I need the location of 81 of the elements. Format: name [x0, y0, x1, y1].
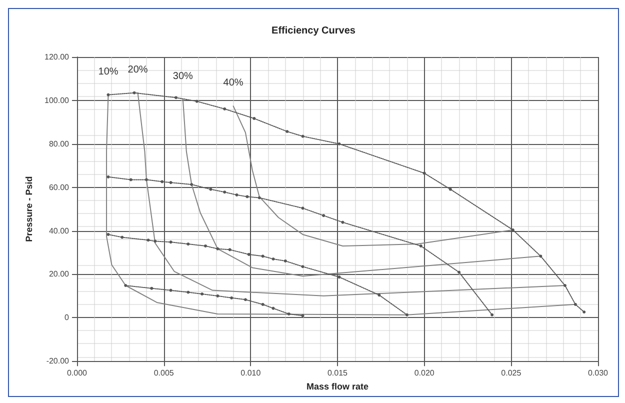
point — [190, 183, 194, 186]
point — [574, 302, 577, 306]
x-tick-label: 0.025 — [501, 368, 522, 378]
point — [301, 134, 304, 138]
point — [204, 244, 208, 248]
point — [216, 294, 220, 298]
x-axis-title: Mass flow rate — [306, 382, 369, 392]
text: 30% — [172, 71, 194, 82]
y-tick-label: 100.00 — [44, 96, 70, 105]
point — [258, 196, 261, 200]
point — [132, 91, 136, 94]
point — [106, 232, 110, 236]
point — [458, 270, 461, 274]
point — [169, 240, 172, 244]
point — [160, 180, 164, 184]
line-series — [182, 99, 542, 277]
point — [286, 130, 289, 134]
point — [106, 93, 110, 96]
chart-title: Efficiency Curves — [272, 26, 356, 36]
point — [150, 286, 154, 290]
point — [252, 116, 256, 120]
point — [244, 298, 247, 302]
point — [216, 247, 220, 250]
x-tick-label: 0.020 — [414, 368, 435, 378]
x-tick-label: 0.000 — [66, 368, 88, 378]
point — [146, 238, 150, 242]
point — [235, 193, 238, 196]
point — [301, 314, 304, 318]
y-tick-label: 80.00 — [48, 139, 70, 148]
text: 40% — [223, 78, 244, 89]
point — [124, 284, 128, 288]
text: 20% — [128, 64, 148, 76]
point — [106, 175, 110, 178]
y-axis-title: Pressure - Psid — [24, 176, 34, 242]
point — [338, 142, 341, 146]
point — [287, 312, 290, 316]
point — [200, 292, 204, 296]
point — [448, 188, 452, 191]
point — [582, 310, 586, 314]
text: 10% — [98, 66, 118, 78]
point — [422, 172, 426, 175]
point — [338, 276, 341, 279]
point — [195, 100, 198, 103]
point — [169, 181, 172, 184]
point — [378, 294, 381, 297]
point — [174, 96, 178, 100]
point — [539, 254, 542, 258]
point — [230, 296, 234, 300]
line-series — [137, 92, 566, 296]
point — [223, 190, 226, 194]
point — [301, 265, 304, 268]
x-tick-label: 0.030 — [588, 368, 609, 378]
point — [223, 107, 226, 110]
point — [129, 178, 132, 182]
point — [490, 313, 494, 316]
point — [341, 220, 344, 224]
line-series — [232, 106, 514, 246]
x-tick-label: 0.010 — [240, 368, 262, 378]
x-tick-label: 0.005 — [154, 368, 174, 378]
y-tick-label: 40.00 — [48, 226, 70, 236]
point — [261, 254, 264, 258]
y-tick-label: 120.00 — [44, 52, 70, 62]
point — [246, 195, 249, 198]
y-tick-label: 0 — [64, 313, 70, 322]
point — [154, 240, 157, 243]
point — [322, 214, 326, 218]
point — [247, 252, 250, 256]
y-tick-label: 60.00 — [48, 182, 70, 192]
point — [228, 248, 232, 252]
point — [209, 188, 212, 191]
point — [186, 242, 190, 246]
point — [419, 244, 422, 248]
point — [261, 302, 264, 306]
point — [144, 178, 148, 182]
point — [405, 313, 408, 316]
x-tick-label: 0.015 — [327, 368, 348, 378]
point — [169, 288, 172, 292]
y-tick-label: -20.00 — [46, 356, 70, 366]
point — [272, 258, 275, 261]
y-tick-label: 20.00 — [48, 270, 70, 279]
point — [284, 259, 287, 262]
